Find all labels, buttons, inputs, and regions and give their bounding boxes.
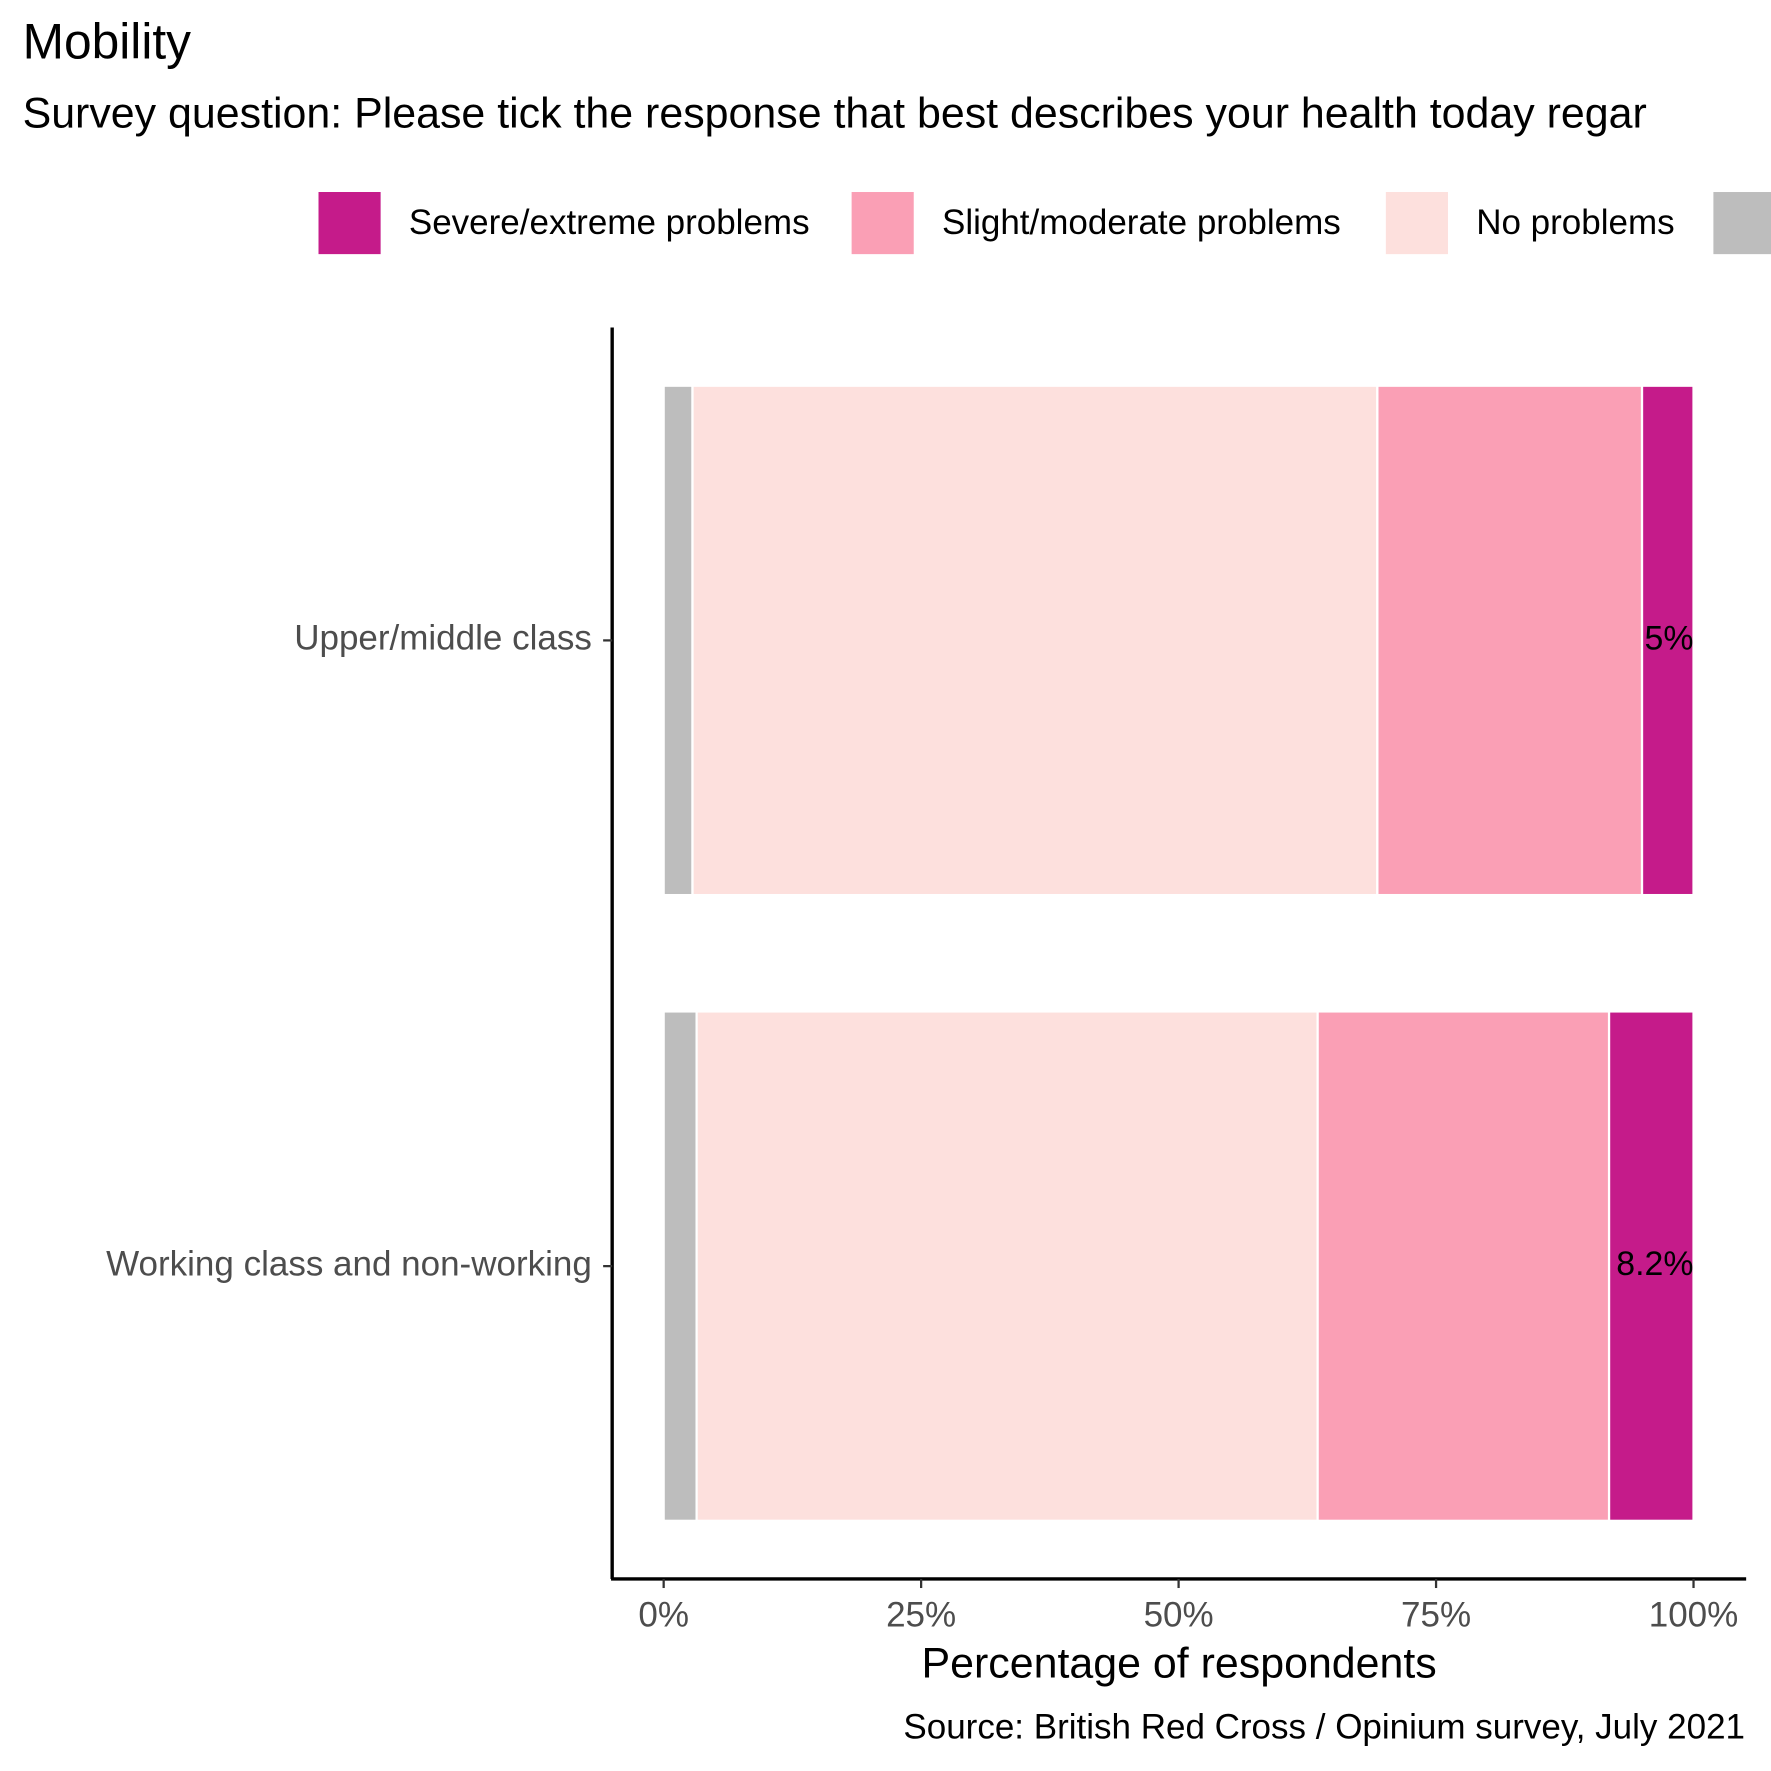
x-tick-label: 0% — [638, 1596, 689, 1635]
y-tick-label: Working class and non-working — [106, 1244, 592, 1283]
legend-swatch — [1713, 192, 1771, 255]
x-tick-label: 25% — [886, 1596, 956, 1635]
bar-segment — [695, 1010, 1319, 1522]
bar-segment — [1640, 384, 1695, 897]
legend-label: No problems — [1476, 203, 1674, 242]
y-tick-label: Upper/middle class — [294, 619, 592, 658]
bar-segment — [691, 384, 1379, 897]
bar-segment — [1607, 1010, 1695, 1522]
bar-segment — [662, 384, 694, 897]
chart-subtitle: Survey question: Please tick the respons… — [23, 90, 1647, 138]
bar-segment — [1316, 1010, 1611, 1522]
chart-title: Mobility — [23, 13, 192, 69]
legend-label: Severe/extreme problems — [409, 203, 810, 242]
legend-label: Slight/moderate problems — [942, 203, 1341, 242]
x-axis-title: Percentage of respondents — [922, 1639, 1437, 1687]
x-tick-label: 50% — [1144, 1596, 1214, 1635]
bar-segment — [662, 1010, 698, 1522]
bar-segment — [1376, 384, 1644, 897]
x-tick-label: 75% — [1401, 1596, 1471, 1635]
value-label: 5% — [1645, 619, 1694, 657]
x-tick-label: 100% — [1649, 1596, 1739, 1635]
legend-swatch — [851, 192, 914, 255]
legend-swatch — [318, 192, 381, 255]
legend-swatch — [1385, 192, 1448, 255]
value-label: 8.2% — [1616, 1245, 1693, 1283]
caption: Source: British Red Cross / Opinium surv… — [903, 1707, 1745, 1746]
